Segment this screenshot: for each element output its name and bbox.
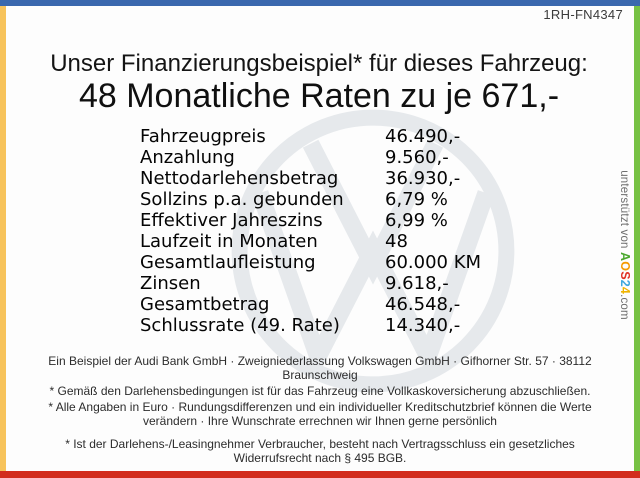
row-value: 46.490,- [385,126,461,147]
row-value: 48 [385,231,408,252]
table-row: Fahrzeugpreis 46.490,- [140,126,610,147]
row-value: 9.560,- [385,147,449,168]
top-accent-bar [0,0,640,6]
row-value: 60.000 KM [385,252,482,273]
table-row: Schlussrate (49. Rate) 14.340,- [140,315,610,336]
row-label: Gesamtlaufleistung [140,252,316,273]
brand-letter: 2 [617,279,632,287]
monthly-rate-headline: 48 Monatliche Raten zu je 671,- [78,77,560,115]
supported-by-suffix: .com [617,294,630,320]
brand-letter: 4 [617,286,632,295]
brand-letter: S [617,271,632,280]
row-value: 36.930,- [385,168,461,189]
table-row: Laufzeit in Monaten 48 [140,231,610,252]
table-row: Effektiver Jahreszins 6,99 % [140,210,610,231]
brand-letter: A [617,252,632,262]
row-value: 14.340,- [385,315,461,336]
row-label: Sollzins p.a. gebunden [140,189,344,210]
table-row: Zinsen 9.618,- [140,273,610,294]
supported-by-text: unterstützt von AOS24.com [618,170,632,320]
table-row: Anzahlung 9.560,- [140,147,610,168]
insurance-note: * Gemäß den Darlehensbedingungen ist für… [49,384,591,398]
euro-rounding-note: * Alle Angaben in Euro · Rundungsdiffere… [48,400,592,428]
supported-by-credit: unterstützt von AOS24.com [617,80,632,410]
row-value: 9.618,- [385,273,449,294]
row-label: Effektiver Jahreszins [140,210,323,231]
vehicle-code: 1RH-FN4347 [543,7,623,22]
brand-letter: O [617,261,632,272]
vw-logo-icon [231,109,515,393]
table-row: Sollzins p.a. gebunden 6,79 % [140,189,610,210]
row-value: 6,79 % [385,189,448,210]
page-title: Unser Finanzierungsbeispiel* für dieses … [50,50,588,77]
row-label: Nettodarlehensbetrag [140,168,339,189]
left-accent-bar [0,6,6,471]
row-label: Laufzeit in Monaten [140,231,318,252]
table-row: Gesamtlaufleistung 60.000 KM [140,252,610,273]
row-label: Fahrzeugpreis [140,126,266,147]
row-label: Schlussrate (49. Rate) [140,315,340,336]
row-value: 6,99 % [385,210,448,231]
table-row: Gesamtbetrag 46.548,- [140,294,610,315]
supported-by-prefix: unterstützt von [617,170,630,253]
legal-footer: Ein Beispiel der Audi Bank GmbH · Zweign… [28,354,612,467]
table-row: Nettodarlehensbetrag 36.930,- [140,168,610,189]
financing-table: Fahrzeugpreis 46.490,- Anzahlung 9.560,- Net… [140,126,610,336]
bank-address-line: Ein Beispiel der Audi Bank GmbH · Zweign… [48,354,592,382]
row-label: Zinsen [140,273,201,294]
withdrawal-right-note: * Ist der Darlehens-/Leasingnehmer Verbr… [65,437,575,465]
row-label: Anzahlung [140,147,235,168]
right-accent-bar [634,6,640,471]
bottom-accent-bar [0,471,640,478]
row-label: Gesamtbetrag [140,294,270,315]
row-value: 46.548,- [385,294,461,315]
aos24-logo: AOS24 [617,252,632,295]
